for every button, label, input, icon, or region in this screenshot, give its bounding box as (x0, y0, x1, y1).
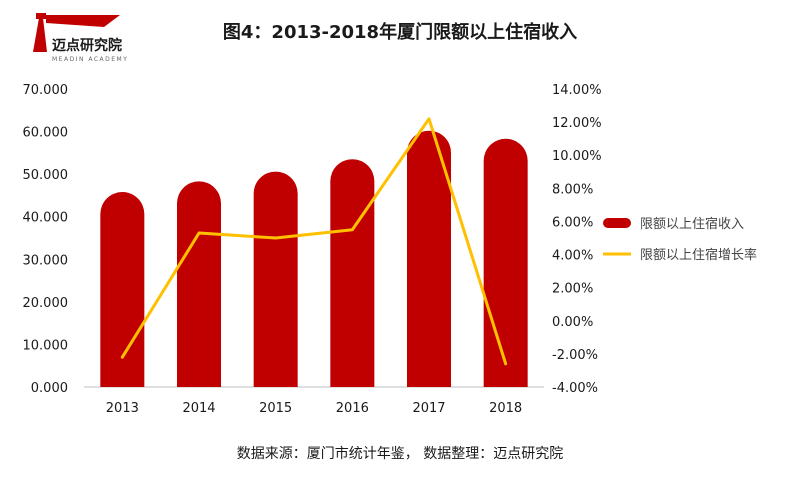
right-tick-label: -2.00% (552, 348, 598, 363)
right-tick-label: 12.00% (552, 116, 602, 131)
left-tick-label: 20.000 (23, 296, 69, 311)
bar-2014 (177, 181, 221, 387)
left-tick-label: 10.000 (23, 338, 69, 353)
x-tick-label: 2016 (336, 401, 369, 416)
x-tick-label: 2014 (182, 401, 215, 416)
x-axis: 2013 2014 2015 2016 2017 2018 (106, 401, 522, 416)
left-tick-label: 50.000 (23, 168, 69, 183)
right-tick-label: 8.00% (552, 182, 593, 197)
right-tick-label: -4.00% (552, 381, 598, 396)
left-tick-label: 0.000 (31, 381, 68, 396)
legend-line-label: 限额以上住宿增长率 (640, 247, 757, 263)
bar-2016 (330, 159, 375, 387)
right-tick-label: 6.00% (552, 215, 593, 230)
x-tick-label: 2015 (259, 401, 292, 416)
left-tick-label: 30.000 (23, 253, 69, 268)
line-series (120, 117, 508, 366)
logo-tower-cap-icon (36, 13, 46, 19)
logo: 迈点研究院 MEADIN ACADEMY (33, 13, 128, 63)
left-tick-label: 60.000 (23, 126, 69, 141)
logo-flag-icon (46, 15, 120, 27)
x-tick-label: 2017 (412, 401, 445, 416)
left-tick-label: 40.000 (23, 211, 69, 226)
right-tick-label: 0.00% (552, 315, 593, 330)
left-axis: 0.000 10.000 20.000 30.000 40.000 50.000 60.00… (23, 83, 69, 396)
source-note: 数据来源：厦门市统计年鉴， 数据整理：迈点研究院 (237, 445, 563, 462)
bar-series (100, 130, 528, 387)
left-tick-label: 70.000 (23, 83, 69, 98)
logo-tagline: MEADIN ACADEMY (52, 56, 128, 63)
legend-bar-swatch (603, 218, 631, 228)
x-tick-label: 2013 (106, 401, 139, 416)
right-axis: -4.00% -2.00% 0.00% 2.00% 4.00% 6.00% 8.00% 10.… (552, 83, 602, 396)
legend: 限额以上住宿收入 限额以上住宿增长率 (603, 216, 757, 263)
right-tick-label: 4.00% (552, 249, 593, 264)
bar-2018 (483, 138, 528, 387)
bar-2017 (407, 130, 451, 387)
chart-title: 图4：2013-2018年厦门限额以上住宿收入 (223, 21, 577, 43)
right-tick-label: 2.00% (552, 282, 593, 297)
logo-tower-icon (33, 18, 47, 52)
logo-name: 迈点研究院 (52, 37, 122, 54)
right-tick-label: 14.00% (552, 83, 602, 98)
growth-rate-line (120, 117, 508, 366)
bar-2015 (253, 171, 298, 387)
legend-bar-label: 限额以上住宿收入 (640, 216, 744, 232)
x-tick-label: 2018 (489, 401, 522, 416)
right-tick-label: 10.00% (552, 149, 602, 164)
